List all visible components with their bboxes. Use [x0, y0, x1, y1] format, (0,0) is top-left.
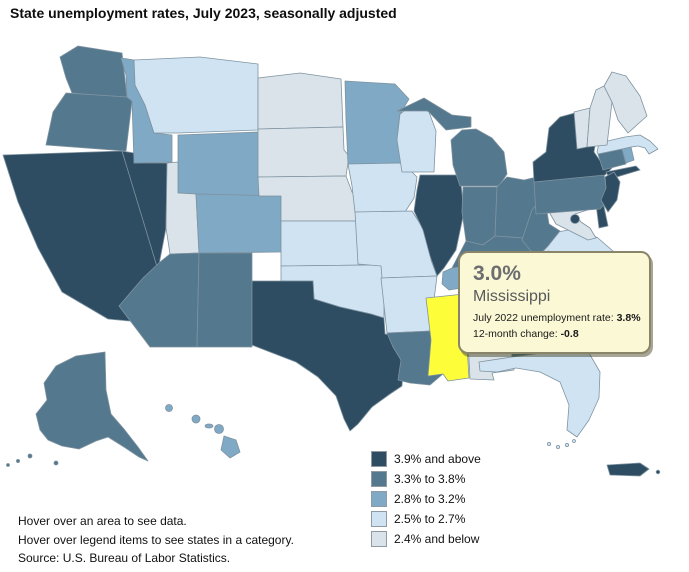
alaska-island[interactable]	[53, 460, 59, 466]
state-south-dakota[interactable]	[257, 126, 350, 178]
tooltip-change-line: 12-month change: -0.8	[473, 327, 579, 340]
map-legend: 3.9% and above 3.3% to 3.8% 2.8% to 3.2%…	[371, 451, 481, 551]
state-florida[interactable]	[478, 347, 601, 438]
legend-item-1[interactable]: 3.9% and above	[371, 451, 481, 467]
tooltip-prev-rate-line: July 2022 unemployment rate: 3.8%	[473, 312, 641, 325]
state-indiana[interactable]	[461, 186, 498, 246]
aleutian-island[interactable]	[15, 458, 20, 463]
state-montana[interactable]	[133, 56, 259, 134]
legend-swatch-1	[371, 451, 387, 467]
legend-item-3[interactable]: 2.8% to 3.2%	[371, 491, 481, 507]
legend-label-3: 2.8% to 3.2%	[394, 492, 466, 506]
footer-hover-hint: Hover over an area to see data.	[18, 514, 187, 528]
hawaii-big-island[interactable]	[220, 435, 241, 459]
state-district-of-columbia[interactable]	[570, 214, 580, 224]
state-arizona[interactable]	[118, 252, 200, 348]
aleutian-island[interactable]	[6, 463, 10, 467]
state-north-dakota[interactable]	[257, 72, 344, 130]
footer-legend-hint: Hover over legend items to see states in…	[18, 532, 294, 547]
legend-item-5[interactable]: 2.4% and below	[371, 531, 481, 547]
florida-keys[interactable]	[556, 444, 561, 449]
legend-swatch-4	[371, 511, 387, 527]
state-washington[interactable]	[59, 45, 128, 98]
florida-keys[interactable]	[565, 442, 570, 447]
state-wyoming[interactable]	[177, 131, 262, 197]
hawaii-molokai[interactable]	[204, 423, 214, 429]
footer-source: Source: U.S. Bureau of Labor Statistics.	[18, 551, 231, 565]
state-texas[interactable]	[251, 280, 405, 432]
state-alaska[interactable]	[35, 351, 149, 462]
state-michigan-upper[interactable]	[396, 97, 472, 131]
legend-swatch-5	[371, 531, 387, 547]
legend-label-5: 2.4% and below	[394, 532, 480, 546]
state-maine[interactable]	[603, 71, 648, 134]
state-massachusetts[interactable]	[596, 134, 659, 155]
state-oregon[interactable]	[45, 92, 133, 152]
aleutian-island[interactable]	[27, 453, 33, 459]
legend-label-2: 3.3% to 3.8%	[394, 472, 466, 486]
state-new-mexico[interactable]	[196, 252, 253, 348]
hawaii-oahu[interactable]	[191, 414, 201, 424]
hawaii-maui[interactable]	[214, 424, 224, 434]
legend-item-4[interactable]: 2.5% to 2.7%	[371, 511, 481, 527]
tooltip-rate: 3.0%	[473, 262, 521, 285]
territory-puerto-rico[interactable]	[606, 462, 650, 477]
hawaii-kauai[interactable]	[165, 404, 173, 412]
state-colorado[interactable]	[195, 193, 282, 254]
legend-item-2[interactable]: 3.3% to 3.8%	[371, 471, 481, 487]
page-title: State unemployment rates, July 2023, sea…	[10, 5, 397, 21]
florida-keys[interactable]	[547, 441, 552, 446]
legend-swatch-2	[371, 471, 387, 487]
map-tooltip: 3.0% Mississippi July 2022 unemployment …	[458, 251, 651, 354]
footer-notes: Hover over an area to see data. Hover ov…	[18, 512, 294, 568]
legend-label-4: 2.5% to 2.7%	[394, 512, 466, 526]
florida-keys[interactable]	[572, 439, 576, 443]
legend-swatch-3	[371, 491, 387, 507]
puerto-rico-island[interactable]	[655, 469, 661, 475]
state-wisconsin[interactable]	[396, 103, 437, 173]
state-michigan-lower[interactable]	[450, 128, 508, 187]
tooltip-state-name: Mississippi	[473, 288, 551, 306]
state-new-jersey[interactable]	[600, 171, 621, 213]
legend-label-1: 3.9% and above	[394, 452, 481, 466]
